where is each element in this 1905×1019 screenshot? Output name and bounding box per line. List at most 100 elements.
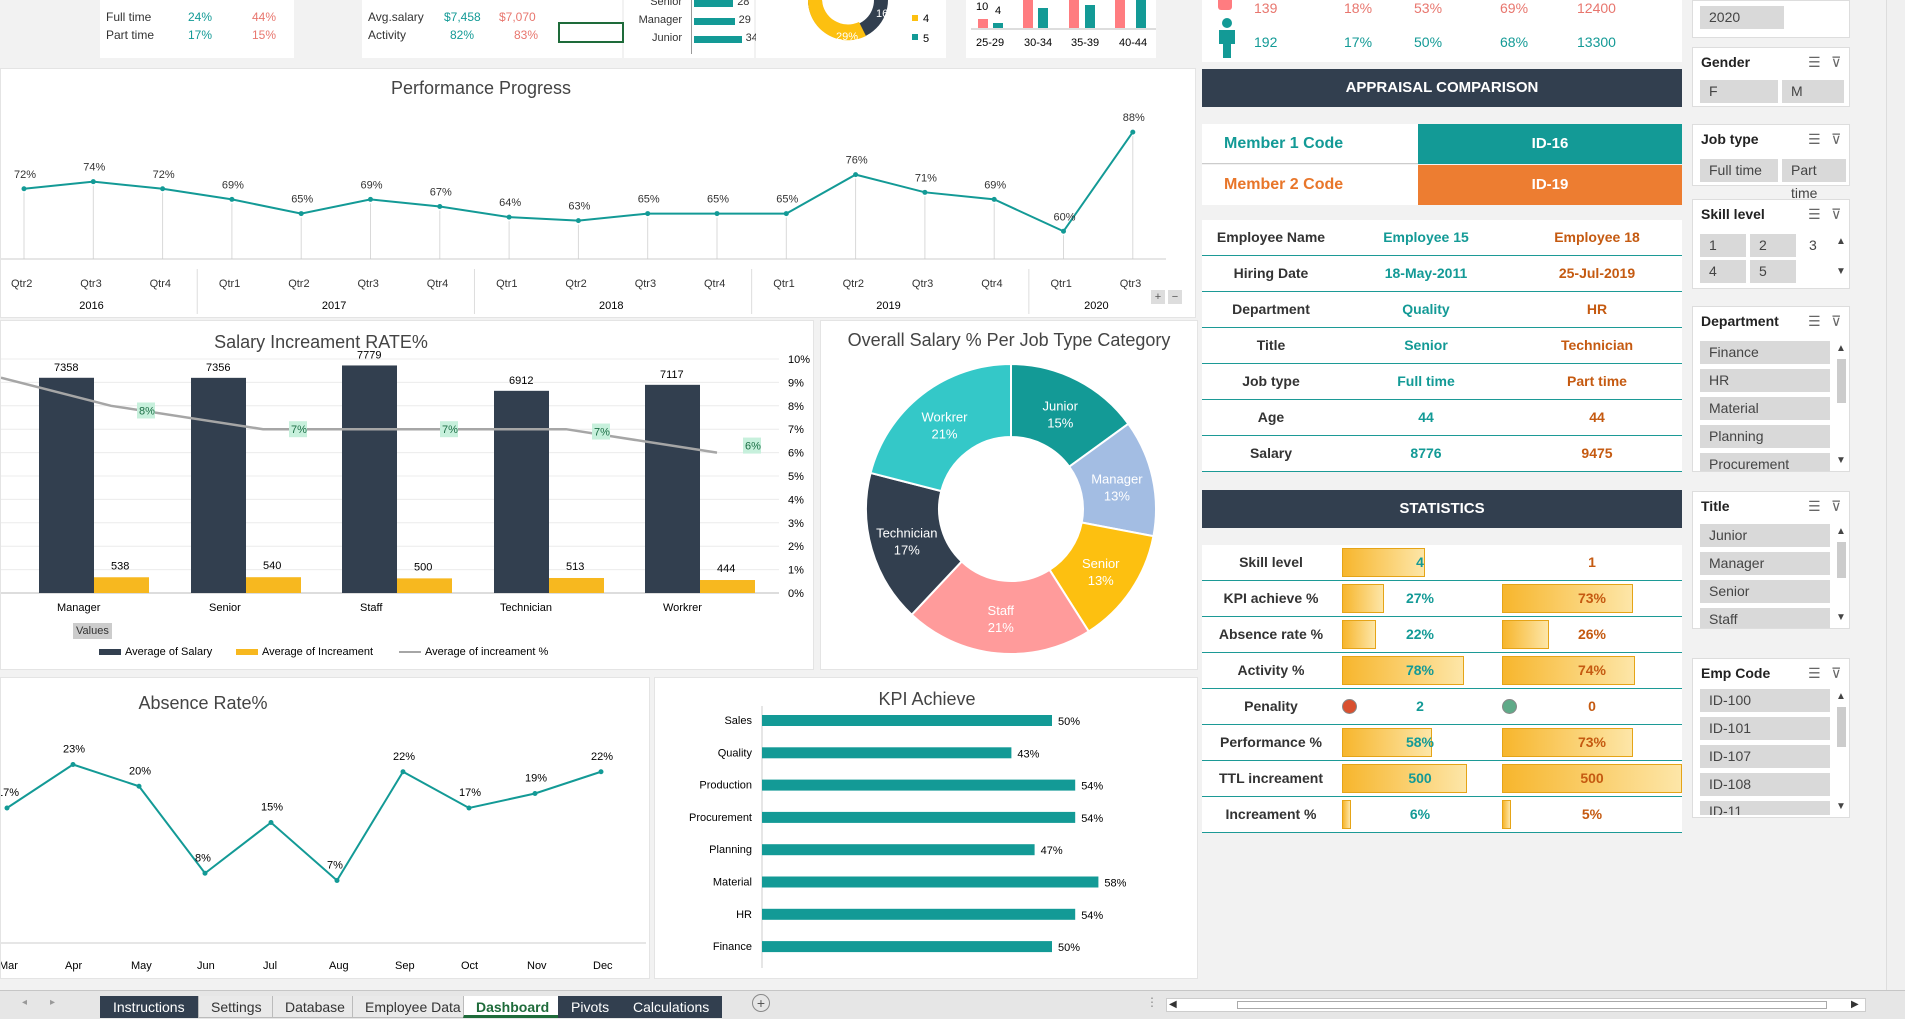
clear-filter-icon[interactable]: ⊽ (1831, 665, 1842, 681)
gender-item-f[interactable]: F (1700, 80, 1778, 103)
values-field-button[interactable]: Values (73, 623, 112, 639)
tab-pivots[interactable]: Pivots (558, 996, 623, 1018)
tab-scroll-right-icon[interactable]: ▸ (50, 997, 56, 1008)
appraisal-member1-value: Full time (1397, 373, 1455, 389)
jobtype-chart[interactable]: Overall Salary % Per Job Type Category J… (820, 320, 1198, 670)
jobtype-item-fulltime[interactable]: Full time (1700, 159, 1778, 182)
scroll-thumb[interactable] (1837, 542, 1846, 578)
scroll-up-icon[interactable]: ▲ (1835, 236, 1847, 247)
absence-data-label: 17% (1, 787, 19, 799)
member2-code-input[interactable]: ID-19 (1418, 165, 1682, 205)
absence-chart[interactable]: Absence Rate% 17% Mar 23% Apr 20% May 8% Jun 15%… (0, 677, 650, 979)
scroll-thumb[interactable] (1837, 359, 1846, 403)
empcode-item[interactable]: ID-107 (1700, 745, 1830, 768)
scroll-thumb[interactable] (1837, 707, 1846, 747)
title-item[interactable]: Manager (1700, 552, 1830, 575)
statistics-member2-value: 26% (1577, 626, 1607, 642)
fulltime-b: 44% (252, 10, 277, 24)
tab-scroll-left-icon[interactable]: ◂ (22, 997, 28, 1008)
empcode-item[interactable]: ID-108 (1700, 773, 1830, 796)
absence-month-label: Jul (263, 960, 277, 972)
scroll-down-icon[interactable]: ▼ (1835, 266, 1847, 277)
absence-svg: 17% Mar 23% Apr 20% May 8% Jun 15% Jul 7% Aug 22% Sep… (1, 744, 646, 972)
title-axis (691, 0, 692, 54)
skill-item-2[interactable]: 2 (1750, 234, 1796, 257)
skill-item-3[interactable]: 3 (1800, 234, 1838, 257)
multiselect-icon[interactable]: ☰ (1808, 665, 1821, 681)
scroll-up-icon[interactable]: ▲ (1835, 526, 1847, 537)
expand-field-button[interactable]: + (1151, 290, 1165, 304)
scroll-up-icon[interactable]: ▲ (1835, 691, 1847, 702)
kpi-bar (762, 941, 1052, 953)
vertical-scrollbar[interactable] (1886, 0, 1905, 990)
increament-pct-label-bg (592, 423, 610, 440)
multiselect-icon[interactable]: ☰ (1808, 313, 1821, 329)
hscroll-thumb[interactable] (1237, 1001, 1827, 1009)
title-item[interactable]: Junior (1700, 524, 1830, 547)
multiselect-icon[interactable]: ☰ (1808, 131, 1821, 147)
mini-donut-pct-a: 16% (876, 8, 898, 20)
department-item[interactable]: Procurement (1700, 453, 1830, 472)
sheet-splitter-icon[interactable]: ⋮ (1146, 995, 1158, 1009)
tab-instructions[interactable]: Instructions (100, 996, 198, 1018)
tab-employee-data[interactable]: Employee Data (352, 996, 474, 1018)
skill-item-5[interactable]: 5 (1750, 260, 1796, 283)
empcode-item[interactable]: ID-100 (1700, 689, 1830, 712)
absence-point (202, 870, 208, 876)
increament-pct-line (1, 376, 718, 454)
scroll-down-icon[interactable]: ▼ (1835, 612, 1847, 623)
kpi-value-label: 54% (1081, 910, 1103, 922)
year-item[interactable]: 2020 (1700, 6, 1784, 29)
empcode-item[interactable]: ID-101 (1700, 717, 1830, 740)
skill-item-1[interactable]: 1 (1700, 234, 1746, 257)
add-sheet-button[interactable]: + (752, 994, 770, 1012)
perf-point (1061, 228, 1066, 234)
performance-chart[interactable]: Performance Progress 72% Qtr2 74% Qtr3 72% Qt… (0, 68, 1196, 318)
multiselect-icon[interactable]: ☰ (1808, 498, 1821, 514)
hscroll-right-icon[interactable]: ▶ (1851, 999, 1859, 1010)
clear-filter-icon[interactable]: ⊽ (1831, 131, 1842, 147)
scroll-down-icon[interactable]: ▼ (1835, 455, 1847, 466)
perf-quarter-label: Qtr2 (288, 278, 309, 290)
perf-point (90, 179, 96, 185)
hscroll-left-icon[interactable]: ◀ (1169, 999, 1177, 1010)
salary-chart[interactable]: Salary Increament RATE% 0% 1% 2% 3% 4% 5% 6% 7%… (0, 320, 814, 670)
scroll-up-icon[interactable]: ▲ (1835, 343, 1847, 354)
absence-point (4, 805, 10, 811)
scroll-down-icon[interactable]: ▼ (1835, 801, 1847, 812)
gender-item-m[interactable]: M (1782, 80, 1844, 103)
perf-point (506, 214, 512, 220)
title-item[interactable]: Senior (1700, 580, 1830, 603)
tab-calculations[interactable]: Calculations (620, 996, 723, 1018)
clear-filter-icon[interactable]: ⊽ (1831, 313, 1842, 329)
department-item[interactable]: Finance (1700, 341, 1830, 364)
department-item[interactable]: Material (1700, 397, 1830, 420)
clear-filter-icon[interactable]: ⊽ (1831, 54, 1842, 70)
appraisal-row-label: Department (1232, 301, 1310, 317)
clear-filter-icon[interactable]: ⊽ (1831, 206, 1842, 222)
title-mini-chart: Senior 28 Manager 29 Junior 34 (624, 0, 758, 58)
activity-label: Activity (368, 28, 407, 42)
salary-y2-tick: 4% (788, 494, 804, 506)
empcode-item[interactable]: ID-11 (1700, 801, 1830, 815)
kpi-value-label: 54% (1081, 813, 1103, 825)
jobtype-item-parttime[interactable]: Part time (1782, 159, 1846, 201)
multiselect-icon[interactable]: ☰ (1808, 54, 1821, 70)
kpi-chart[interactable]: KPI Achieve Sales 50% Quality 43% Production… (654, 677, 1198, 979)
collapse-field-button[interactable]: − (1168, 290, 1182, 304)
department-item[interactable]: Planning (1700, 425, 1830, 448)
department-item[interactable]: HR (1700, 369, 1830, 392)
tab-dashboard[interactable]: Dashboard (463, 996, 563, 1018)
selected-cell[interactable] (558, 22, 624, 43)
skill-item-4[interactable]: 4 (1700, 260, 1746, 283)
member1-code-input[interactable]: ID-16 (1418, 124, 1682, 164)
absence-point (268, 820, 274, 825)
salary-bar (494, 390, 549, 593)
multiselect-icon[interactable]: ☰ (1808, 206, 1821, 222)
clear-filter-icon[interactable]: ⊽ (1831, 498, 1842, 514)
absence-month-label: May (131, 960, 152, 972)
horizontal-scrollbar[interactable]: ◀ ▶ (1166, 998, 1866, 1012)
tab-settings[interactable]: Settings (198, 996, 275, 1018)
title-item[interactable]: Staff (1700, 608, 1830, 628)
tab-database[interactable]: Database (272, 996, 358, 1018)
